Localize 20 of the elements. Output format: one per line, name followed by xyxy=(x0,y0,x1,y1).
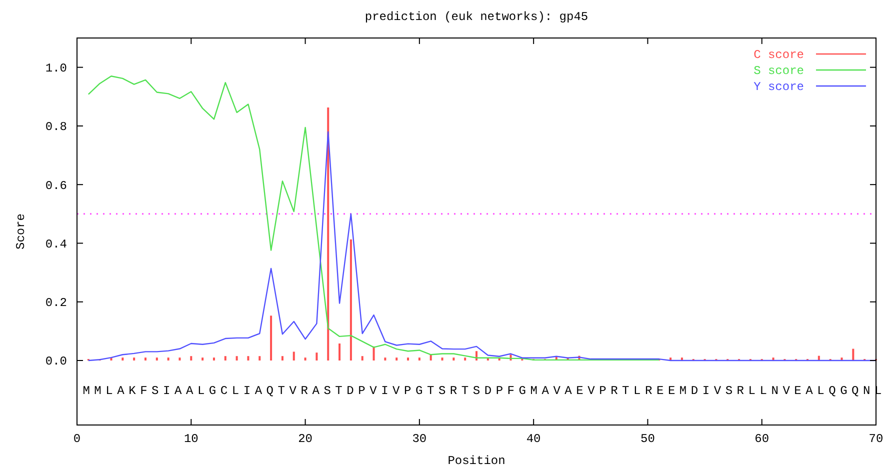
legend-label: S score xyxy=(754,64,804,78)
x-tick-label: 0 xyxy=(73,432,81,446)
x-tick-label: 30 xyxy=(412,432,427,446)
x-tick-label: 10 xyxy=(184,432,198,446)
x-tick-label: 40 xyxy=(526,432,541,446)
x-axis-title: Position xyxy=(448,454,506,468)
x-tick-label: 60 xyxy=(754,432,770,446)
y-tick-label: 0.2 xyxy=(45,296,67,310)
y-tick-label: 0.8 xyxy=(45,120,67,134)
y-tick-label: 0.6 xyxy=(45,178,67,193)
legend-label: Y score xyxy=(754,80,804,94)
x-tick-label: 70 xyxy=(868,432,884,446)
y-tick-label: 0.4 xyxy=(45,237,67,252)
y-tick-label: 0.0 xyxy=(45,354,67,369)
chart-title: prediction (euk networks): gp45 xyxy=(364,10,588,24)
x-tick-label: 20 xyxy=(298,432,312,446)
y-tick-label: 1.0 xyxy=(45,62,67,76)
legend-label: C score xyxy=(754,48,804,62)
y-axis-title: Score xyxy=(14,213,28,250)
x-tick-label: 50 xyxy=(640,432,655,446)
